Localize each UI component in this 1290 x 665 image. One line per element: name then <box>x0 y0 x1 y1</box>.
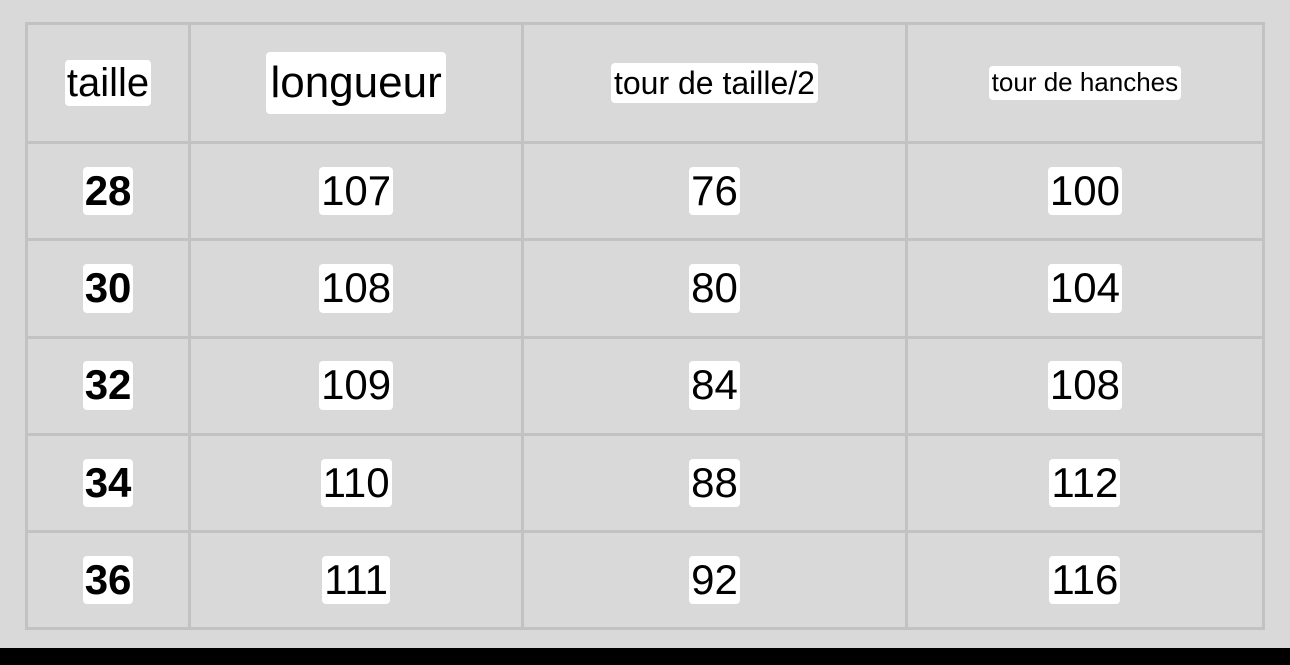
measurement-value: 92 <box>689 555 740 605</box>
measurement-value: 108 <box>1047 361 1122 410</box>
table-cell: 32 <box>24 335 192 436</box>
table-cell: 36 <box>24 529 192 631</box>
table-cell: 100 <box>904 141 1266 242</box>
table-cell: 108 <box>904 335 1266 436</box>
table-row: 34 110 88 112 <box>24 432 1266 533</box>
header-cell: longueur <box>188 21 525 145</box>
header-row: taille longueur tour de taille/2 tour de… <box>24 21 1266 145</box>
table-cell: 111 <box>188 529 525 631</box>
size-value: 34 <box>82 458 134 507</box>
measurement-value: 84 <box>689 361 740 410</box>
size-value: 30 <box>82 264 134 313</box>
measurement-value: 104 <box>1047 264 1122 313</box>
table-row: 30 108 80 104 <box>24 238 1266 339</box>
measurement-value: 109 <box>319 361 394 410</box>
size-value: 28 <box>82 167 134 216</box>
header-tour-de-taille: tour de taille/2 <box>610 62 818 104</box>
table-row: 28 107 76 100 <box>24 141 1266 242</box>
table-cell: 92 <box>521 529 908 631</box>
size-value: 32 <box>82 361 134 410</box>
measurement-value: 100 <box>1047 167 1122 216</box>
table-cell: 34 <box>24 432 192 533</box>
measurement-value: 111 <box>322 555 391 605</box>
table-cell: 84 <box>521 335 908 436</box>
header-cell: tour de taille/2 <box>521 21 908 145</box>
measurement-value: 107 <box>319 167 394 216</box>
table-cell: 88 <box>521 432 908 533</box>
measurement-value: 108 <box>319 264 394 313</box>
table-cell: 116 <box>904 529 1266 631</box>
measurement-value: 112 <box>1049 458 1121 507</box>
table-cell: 30 <box>24 238 192 339</box>
measurement-value: 88 <box>689 458 740 507</box>
header-longueur: longueur <box>266 51 446 115</box>
header-cell: taille <box>24 21 192 145</box>
measurement-value: 76 <box>689 167 740 216</box>
measurement-value: 80 <box>689 264 740 313</box>
header-tour-de-hanches: tour de hanches <box>988 66 1182 101</box>
measurement-value: 116 <box>1049 555 1121 605</box>
table-row: 32 109 84 108 <box>24 335 1266 436</box>
table-cell: 28 <box>24 141 192 242</box>
table-cell: 107 <box>188 141 525 242</box>
bottom-black-bar <box>0 648 1290 665</box>
header-taille: taille <box>64 60 152 107</box>
measurement-value: 110 <box>320 458 392 507</box>
table-cell: 76 <box>521 141 908 242</box>
table-cell: 104 <box>904 238 1266 339</box>
table-cell: 80 <box>521 238 908 339</box>
table-cell: 108 <box>188 238 525 339</box>
size-chart-table: taille longueur tour de taille/2 tour de… <box>24 21 1266 631</box>
table-cell: 112 <box>904 432 1266 533</box>
header-cell: tour de hanches <box>904 21 1266 145</box>
table-cell: 110 <box>188 432 525 533</box>
table-cell: 109 <box>188 335 525 436</box>
table-row: 36 111 92 116 <box>24 529 1266 631</box>
size-value: 36 <box>82 555 134 605</box>
